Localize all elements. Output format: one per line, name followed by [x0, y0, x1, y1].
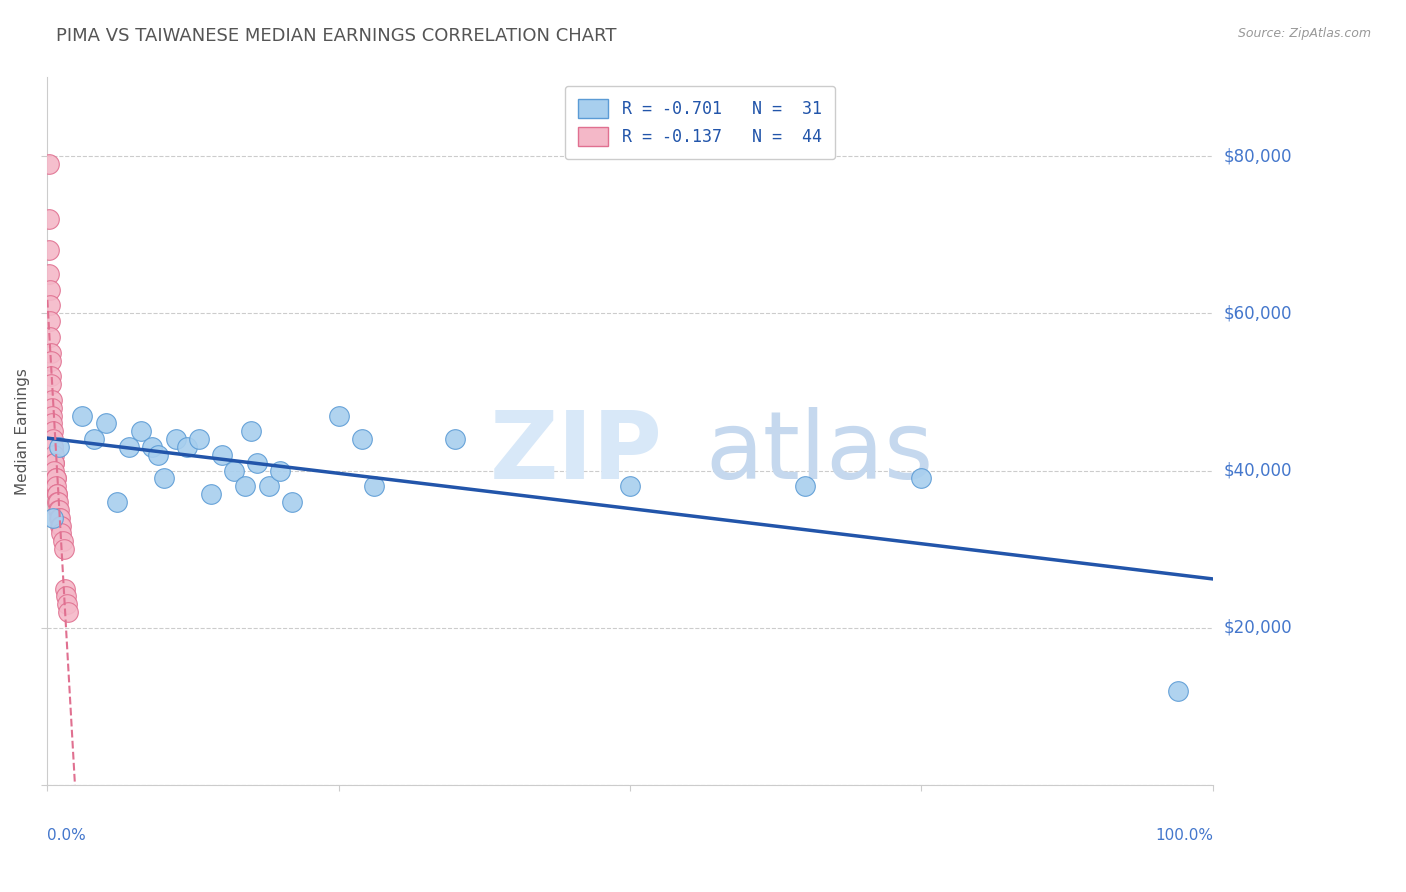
Point [51, 518, 73, 533]
Point [94, 417, 117, 431]
Point [38, 314, 60, 328]
Point [38, 244, 60, 258]
Point [44, 471, 66, 485]
Point [41, 409, 63, 423]
Point [176, 440, 198, 454]
Point [39, 345, 62, 359]
Point [44, 456, 66, 470]
Point [49, 518, 72, 533]
Point [48, 510, 70, 524]
Point [58, 605, 80, 619]
Point [222, 464, 245, 478]
Legend: R = -0.701   N =  31, R = -0.137   N =  44: R = -0.701 N = 31, R = -0.137 N = 44 [565, 86, 835, 160]
Point [46, 495, 69, 509]
Point [328, 409, 350, 423]
Point [165, 432, 187, 446]
Point [38, 330, 60, 344]
Point [38, 298, 60, 312]
Text: 100.0%: 100.0% [1154, 828, 1213, 843]
Point [793, 479, 815, 493]
Y-axis label: Median Earnings: Median Earnings [15, 368, 30, 495]
Point [38, 211, 60, 226]
Point [240, 424, 263, 438]
Point [363, 479, 385, 493]
Point [38, 157, 60, 171]
Point [83, 432, 105, 446]
Text: $60,000: $60,000 [1225, 304, 1292, 322]
Point [44, 479, 66, 493]
Point [45, 487, 67, 501]
Point [118, 440, 141, 454]
Point [141, 440, 163, 454]
Point [129, 424, 152, 438]
Point [42, 440, 65, 454]
Point [52, 542, 75, 557]
Point [38, 283, 60, 297]
Point [146, 448, 169, 462]
Text: $20,000: $20,000 [1225, 619, 1292, 637]
Point [42, 440, 65, 454]
Point [200, 487, 222, 501]
Point [42, 432, 65, 446]
Point [41, 392, 63, 407]
Point [72, 409, 94, 423]
Point [41, 401, 63, 415]
Text: $40,000: $40,000 [1225, 461, 1292, 480]
Text: $80,000: $80,000 [1225, 147, 1292, 165]
Point [281, 495, 304, 509]
Point [257, 479, 280, 493]
Text: atlas: atlas [706, 407, 934, 499]
Point [44, 464, 66, 478]
Point [55, 590, 77, 604]
Text: PIMA VS TAIWANESE MEDIAN EARNINGS CORRELATION CHART: PIMA VS TAIWANESE MEDIAN EARNINGS CORREL… [56, 27, 617, 45]
Point [235, 479, 257, 493]
Point [48, 440, 70, 454]
Point [49, 510, 72, 524]
Point [56, 597, 79, 611]
Point [1167, 683, 1189, 698]
Point [42, 510, 65, 524]
Point [211, 448, 233, 462]
Text: Source: ZipAtlas.com: Source: ZipAtlas.com [1237, 27, 1371, 40]
Point [269, 464, 291, 478]
Point [38, 267, 60, 281]
Text: ZIP: ZIP [491, 407, 664, 499]
Point [39, 353, 62, 368]
Point [53, 582, 76, 596]
Point [51, 526, 73, 541]
Point [41, 417, 63, 431]
Point [444, 432, 467, 446]
Point [350, 432, 373, 446]
Point [619, 479, 641, 493]
Point [46, 503, 69, 517]
Text: 0.0%: 0.0% [48, 828, 86, 843]
Point [42, 424, 65, 438]
Point [48, 503, 70, 517]
Point [39, 369, 62, 384]
Point [44, 456, 66, 470]
Point [105, 495, 128, 509]
Point [246, 456, 269, 470]
Point [39, 377, 62, 392]
Point [44, 448, 66, 462]
Point [910, 471, 932, 485]
Point [45, 487, 67, 501]
Point [187, 432, 209, 446]
Point [153, 471, 176, 485]
Point [51, 534, 73, 549]
Point [44, 471, 66, 485]
Point [45, 495, 67, 509]
